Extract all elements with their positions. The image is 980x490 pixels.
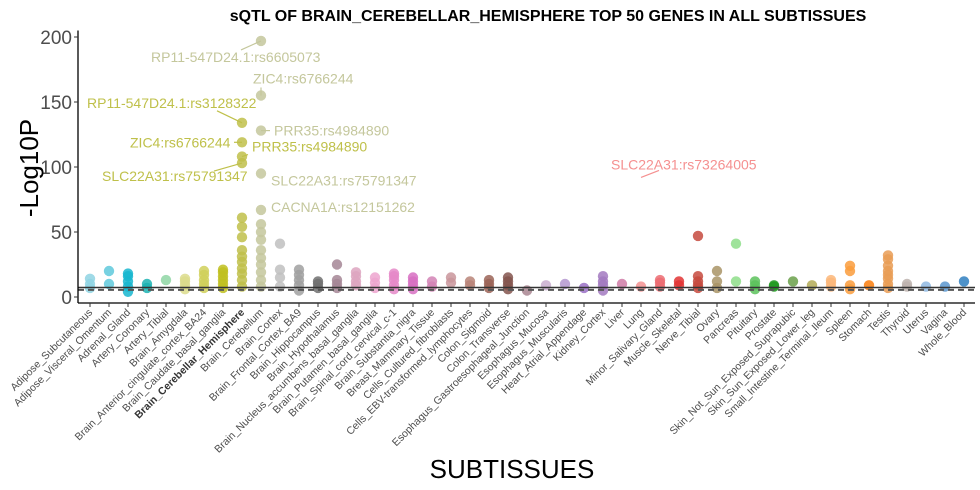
data-point <box>236 212 248 223</box>
x-axis: Adipose_SubcutaneousAdipose_Visceral_Ome… <box>8 302 975 455</box>
data-point <box>844 260 856 271</box>
data-point <box>255 252 267 264</box>
y-tick-label: 50 <box>51 223 72 244</box>
data-point <box>483 274 495 286</box>
data-point <box>103 265 115 277</box>
data-point <box>274 238 286 249</box>
data-point <box>730 276 742 287</box>
data-point <box>673 276 685 287</box>
data-point <box>445 272 457 283</box>
chart-title: sQTL OF BRAIN_CEREBELLAR_HEMISPHERE TOP … <box>230 8 867 25</box>
data-point <box>654 274 666 286</box>
plot-area: RP11-547D24.1:rs6605073 ZIC4:rs6766244 RP1… <box>78 35 975 297</box>
annotation-label: ZIC4:rs6766244 <box>253 71 354 87</box>
data-point <box>787 276 799 287</box>
data-point <box>217 264 229 275</box>
data-point <box>255 267 267 278</box>
data-point <box>255 234 267 245</box>
data-point <box>274 272 286 283</box>
data-point <box>711 265 723 277</box>
data-point <box>255 226 267 238</box>
data-point <box>692 271 704 282</box>
y-tick-label: 200 <box>40 28 72 49</box>
annotation-label: SLC22A31:rs75791347 <box>271 173 417 189</box>
data-point <box>388 268 400 279</box>
data-point <box>198 265 210 277</box>
data-point <box>825 274 837 286</box>
annotation-label: PRR35:rs4984890 <box>252 139 367 155</box>
data-point <box>331 259 343 270</box>
data-point <box>597 271 609 282</box>
annotation-label: PRR35:rs4984890 <box>274 123 389 139</box>
y-axis-label: -Log10P <box>14 119 44 217</box>
data-point <box>274 264 286 275</box>
data-point <box>502 272 514 283</box>
y-tick-label: 150 <box>40 93 72 114</box>
annotation-leader-line <box>213 162 243 172</box>
data-point <box>559 278 571 290</box>
data-point <box>84 273 96 284</box>
y-tick-label: 0 <box>61 288 72 309</box>
data-point <box>882 250 894 261</box>
annotation-label: RP11-547D24.1:rs6605073 <box>151 49 321 65</box>
data-point <box>616 278 628 290</box>
y-tick-label: 100 <box>40 158 72 179</box>
data-point <box>141 278 153 290</box>
data-point <box>901 278 913 290</box>
data-point <box>255 168 267 179</box>
x-axis-label: SUBTISSUES <box>430 454 595 484</box>
annotation-label: SLC22A31:rs73264005 <box>611 156 757 172</box>
data-point <box>122 268 134 279</box>
data-point <box>255 204 267 216</box>
data-point <box>958 276 970 287</box>
data-point <box>160 274 172 286</box>
data-point <box>312 276 324 287</box>
data-point <box>255 219 267 230</box>
data-point <box>369 272 381 283</box>
annotation-leader-line <box>241 154 249 158</box>
data-point <box>464 276 476 287</box>
y-axis: 0 50 100 150 200 <box>40 28 79 309</box>
annotation-label: SLC22A31:rs75791347 <box>102 168 248 184</box>
data-point <box>255 245 267 256</box>
data-point <box>426 276 438 287</box>
data-point <box>730 238 742 249</box>
data-point <box>236 221 248 232</box>
annotation-leader-line <box>240 40 262 51</box>
data-point <box>103 278 115 290</box>
annotation-label: ZIC4:rs6766244 <box>130 134 231 150</box>
data-point <box>236 245 248 256</box>
x-tick-label: Liver <box>603 306 628 331</box>
annotation-label: CACNA1A:rs12151262 <box>271 199 415 215</box>
data-point <box>293 264 305 275</box>
data-point <box>236 232 248 243</box>
annotation-label: RP11-547D24.1:rs3128322 <box>87 95 257 111</box>
annotation-leader-line <box>640 169 660 178</box>
data-point <box>255 274 267 286</box>
data-point <box>407 272 419 283</box>
data-point <box>331 274 343 286</box>
data-point <box>711 276 723 287</box>
data-point <box>350 267 362 278</box>
data-point <box>179 273 191 284</box>
data-point <box>749 276 761 287</box>
data-point <box>692 230 704 242</box>
annotation-leader-line <box>216 110 243 124</box>
